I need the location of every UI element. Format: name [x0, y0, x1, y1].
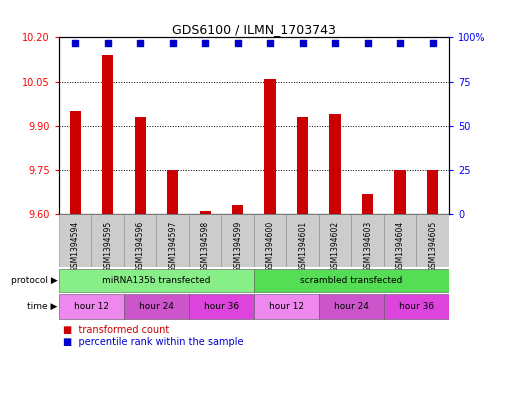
Title: GDS6100 / ILMN_1703743: GDS6100 / ILMN_1703743 — [172, 23, 336, 36]
Text: GSM1394599: GSM1394599 — [233, 220, 242, 272]
Bar — [394, 170, 406, 214]
Bar — [124, 294, 189, 319]
Bar — [417, 214, 449, 267]
Text: GSM1394600: GSM1394600 — [266, 220, 274, 272]
Text: hour 24: hour 24 — [334, 302, 369, 311]
Point — [201, 39, 209, 46]
Point — [364, 39, 372, 46]
Point — [136, 39, 144, 46]
Point — [266, 39, 274, 46]
Text: miRNA135b transfected: miRNA135b transfected — [102, 275, 211, 285]
Point — [396, 39, 404, 46]
Bar — [167, 170, 179, 214]
Bar — [384, 214, 417, 267]
Bar — [222, 214, 254, 267]
Text: GSM1394604: GSM1394604 — [396, 220, 405, 272]
Text: GSM1394596: GSM1394596 — [136, 220, 145, 272]
Bar — [362, 193, 373, 214]
Point — [331, 39, 339, 46]
Text: GSM1394598: GSM1394598 — [201, 220, 210, 272]
Bar — [319, 294, 384, 319]
Bar — [329, 114, 341, 214]
Text: GSM1394603: GSM1394603 — [363, 220, 372, 272]
Text: hour 12: hour 12 — [74, 302, 109, 311]
Bar — [200, 211, 211, 214]
Bar — [70, 111, 81, 214]
Text: GSM1394597: GSM1394597 — [168, 220, 177, 272]
Point — [71, 39, 80, 46]
Bar — [254, 268, 449, 292]
Text: protocol ▶: protocol ▶ — [11, 275, 57, 285]
Bar — [59, 294, 124, 319]
Text: time ▶: time ▶ — [27, 302, 57, 311]
Text: scrambled transfected: scrambled transfected — [300, 275, 403, 285]
Bar — [351, 214, 384, 267]
Text: hour 12: hour 12 — [269, 302, 304, 311]
Bar — [254, 214, 286, 267]
Bar — [254, 294, 319, 319]
Bar — [319, 214, 351, 267]
Bar — [59, 268, 254, 292]
Text: hour 36: hour 36 — [204, 302, 239, 311]
Point — [104, 39, 112, 46]
Bar — [91, 214, 124, 267]
Bar — [265, 79, 276, 214]
Bar — [189, 214, 222, 267]
Text: GSM1394602: GSM1394602 — [331, 220, 340, 272]
Text: GSM1394595: GSM1394595 — [103, 220, 112, 272]
Bar — [189, 294, 254, 319]
Text: GSM1394605: GSM1394605 — [428, 220, 437, 272]
Text: hour 24: hour 24 — [139, 302, 174, 311]
Bar — [232, 205, 243, 214]
Bar — [124, 214, 156, 267]
Text: ■  transformed count: ■ transformed count — [63, 325, 169, 335]
Bar — [134, 117, 146, 214]
Bar — [297, 117, 308, 214]
Bar — [102, 55, 113, 214]
Text: GSM1394594: GSM1394594 — [71, 220, 80, 272]
Bar — [156, 214, 189, 267]
Bar — [384, 294, 449, 319]
Text: hour 36: hour 36 — [399, 302, 434, 311]
Point — [428, 39, 437, 46]
Text: ■  percentile rank within the sample: ■ percentile rank within the sample — [63, 337, 244, 347]
Point — [169, 39, 177, 46]
Text: GSM1394601: GSM1394601 — [298, 220, 307, 272]
Bar — [59, 214, 91, 267]
Bar — [427, 170, 438, 214]
Point — [299, 39, 307, 46]
Point — [233, 39, 242, 46]
Bar — [286, 214, 319, 267]
